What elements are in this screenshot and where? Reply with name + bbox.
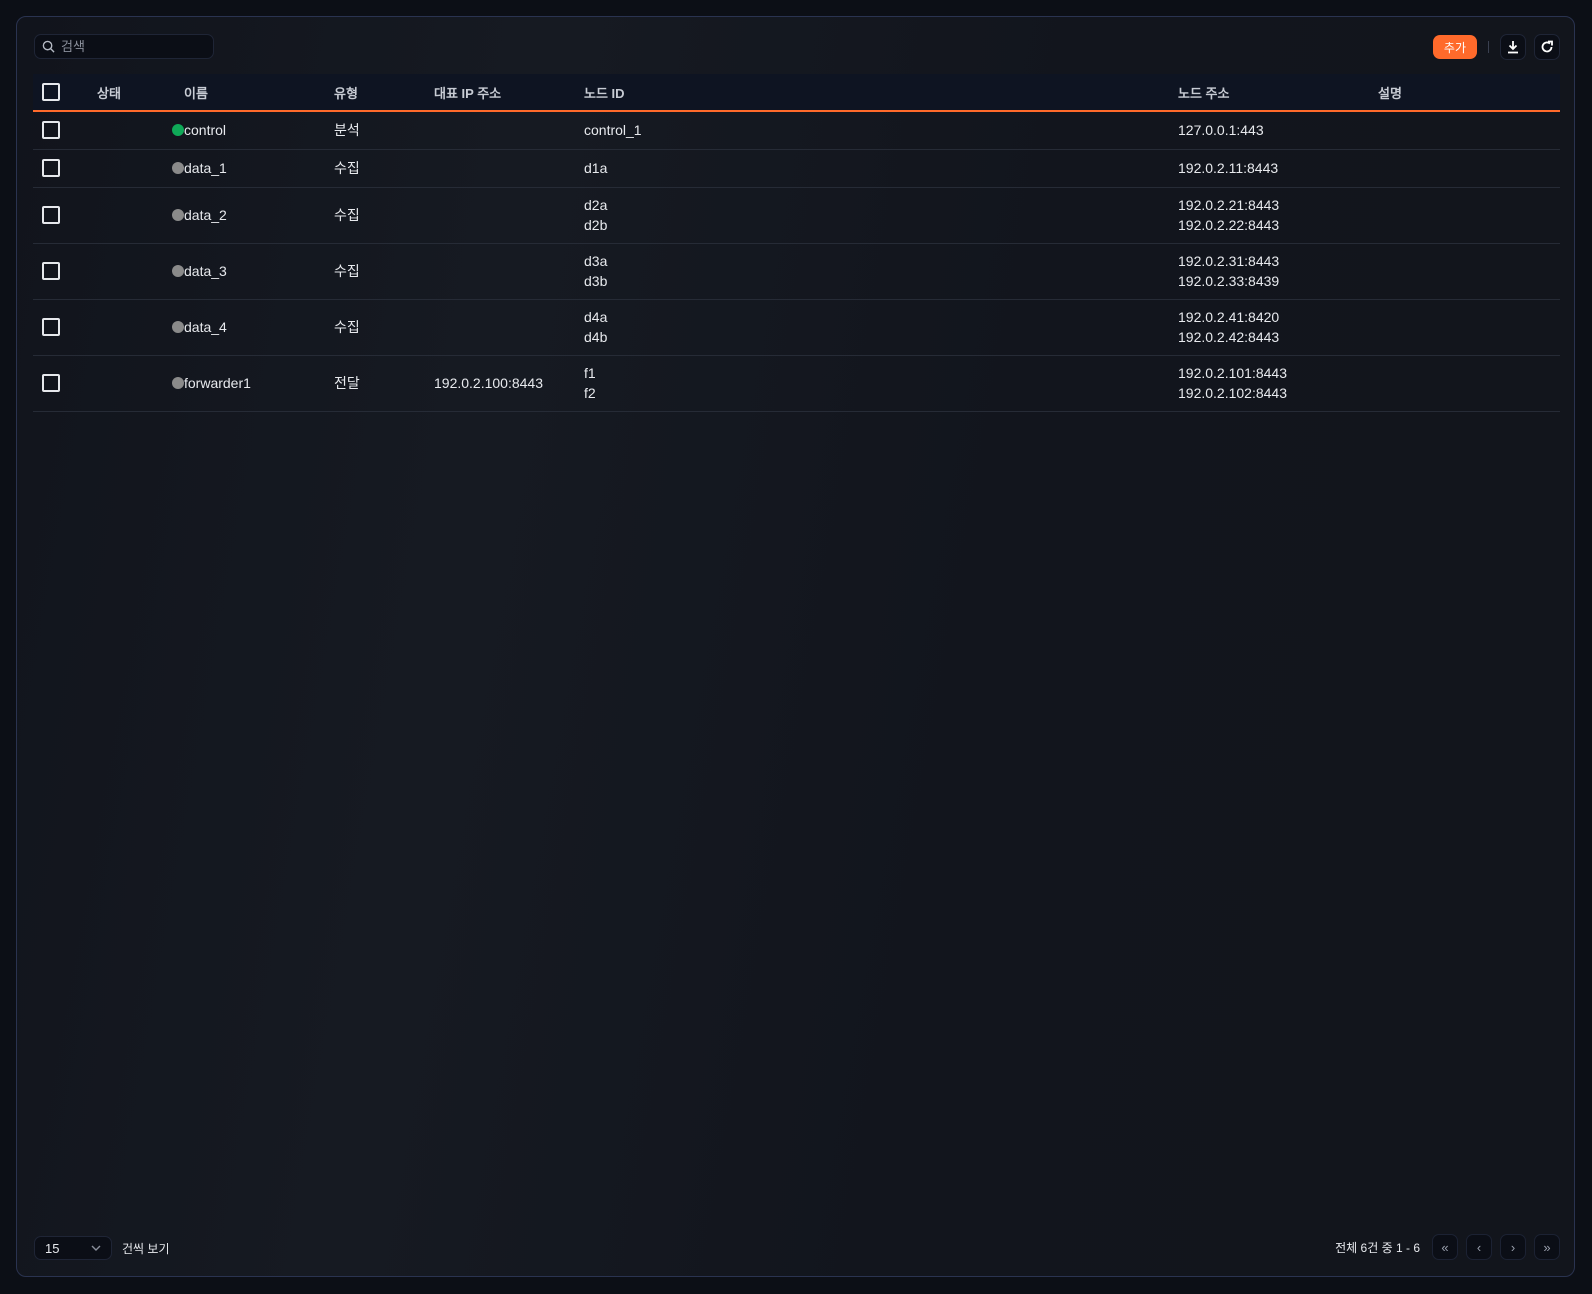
node-id: d4a — [584, 309, 608, 325]
search-input[interactable] — [59, 38, 203, 55]
node-list-panel: 추가 상태 이름 유형 대표 IP 주소 노드 ID 노드 주소 설명 cont… — [16, 16, 1575, 1277]
node-name[interactable]: forwarder1 — [184, 375, 251, 391]
row-checkbox[interactable] — [42, 121, 60, 140]
node-address: 127.0.0.1:443 — [1178, 122, 1264, 139]
pagination-summary: 전체 6건 중 1 - 6 — [1335, 1240, 1420, 1255]
node-address: 192.0.2.102:8443 — [1178, 385, 1287, 401]
node-name[interactable]: control — [184, 122, 227, 139]
node-desc — [1378, 111, 1560, 149]
chevron-down-icon — [91, 1245, 101, 1251]
search-icon — [42, 40, 55, 53]
node-type: 분석 — [334, 122, 360, 139]
table-row[interactable]: data_2 수집 d2a d2b 192.0.2.21:8443 192.0.2.22:… — [33, 187, 1560, 243]
node-address: 192.0.2.22:8443 — [1178, 217, 1280, 233]
node-id: d3a — [584, 253, 608, 269]
rep-ip — [434, 149, 584, 187]
first-page-button[interactable]: « — [1432, 1234, 1458, 1260]
node-type: 수집 — [334, 263, 360, 279]
page-size-value: 15 — [45, 1240, 60, 1256]
table-header: 상태 이름 유형 대표 IP 주소 노드 ID 노드 주소 설명 — [33, 74, 1560, 111]
page-size-label: 건씩 보기 — [122, 1241, 170, 1256]
refresh-icon — [1541, 40, 1553, 53]
page-size-control: 15 건씩 보기 — [34, 1236, 170, 1260]
chevron-left-icon: ‹ — [1476, 1239, 1482, 1255]
table-row[interactable]: forwarder1 전달 192.0.2.100:8443 f1 f2 192.0.2.… — [33, 355, 1560, 411]
add-button[interactable]: 추가 — [1432, 35, 1477, 59]
header-node-addr[interactable]: 노드 주소 — [1178, 85, 1230, 101]
node-id: d2a — [584, 197, 608, 213]
node-id: d4b — [584, 329, 608, 345]
status-dot — [172, 321, 184, 333]
node-table: 상태 이름 유형 대표 IP 주소 노드 ID 노드 주소 설명 control… — [33, 74, 1560, 412]
node-desc — [1378, 243, 1560, 299]
toolbar-divider — [1488, 41, 1489, 53]
status-dot — [172, 209, 184, 221]
last-page-button[interactable]: » — [1534, 1234, 1560, 1260]
refresh-button[interactable] — [1534, 34, 1560, 60]
status-dot — [172, 377, 184, 389]
node-type: 수집 — [334, 319, 360, 335]
node-desc — [1378, 187, 1560, 243]
node-address: 192.0.2.33:8439 — [1178, 273, 1280, 289]
node-desc — [1378, 149, 1560, 187]
double-chevron-right-icon: » — [1543, 1239, 1551, 1255]
node-id: control_1 — [584, 122, 642, 139]
node-address: 192.0.2.11:8443 — [1178, 160, 1279, 176]
node-name[interactable]: data_1 — [184, 160, 227, 176]
next-page-button[interactable]: › — [1500, 1234, 1526, 1260]
node-address: 192.0.2.41:8420 — [1178, 309, 1280, 325]
header-status[interactable]: 상태 — [97, 85, 121, 101]
download-icon — [1508, 41, 1518, 54]
node-id: d3b — [584, 273, 608, 289]
node-address: 192.0.2.101:8443 — [1178, 365, 1287, 381]
header-desc[interactable]: 설명 — [1378, 85, 1402, 101]
search-box[interactable] — [34, 34, 214, 59]
node-desc — [1378, 299, 1560, 355]
header-rep-ip[interactable]: 대표 IP 주소 — [434, 85, 502, 101]
node-type: 수집 — [334, 160, 360, 176]
table-row[interactable]: control 분석 control_1 127.0.0.1:443 — [33, 111, 1560, 149]
header-type[interactable]: 유형 — [334, 85, 358, 101]
rep-ip: 192.0.2.100:8443 — [434, 375, 543, 391]
rep-ip — [434, 299, 584, 355]
node-address: 192.0.2.31:8443 — [1178, 253, 1280, 269]
chevron-right-icon: › — [1510, 1239, 1516, 1255]
node-id: d2b — [584, 217, 608, 233]
row-checkbox[interactable] — [42, 374, 60, 392]
page-size-select[interactable]: 15 — [34, 1236, 112, 1260]
row-checkbox[interactable] — [42, 159, 60, 177]
toolbar: 추가 — [1432, 34, 1560, 60]
prev-page-button[interactable]: ‹ — [1466, 1234, 1492, 1260]
download-button[interactable] — [1500, 34, 1526, 60]
double-chevron-left-icon: « — [1441, 1239, 1449, 1255]
status-dot — [172, 124, 184, 137]
rep-ip — [434, 187, 584, 243]
node-name[interactable]: data_4 — [184, 319, 227, 335]
pagination: 전체 6건 중 1 - 6 « ‹ › » — [1335, 1234, 1560, 1260]
header-node-id[interactable]: 노드 ID — [584, 85, 625, 101]
node-address: 192.0.2.21:8443 — [1178, 197, 1280, 213]
node-id: f2 — [584, 385, 596, 401]
row-checkbox[interactable] — [42, 318, 60, 336]
node-desc — [1378, 355, 1560, 411]
rep-ip — [434, 243, 584, 299]
status-dot — [172, 265, 184, 277]
node-type: 전달 — [334, 375, 360, 391]
row-checkbox[interactable] — [42, 262, 60, 280]
status-dot — [172, 162, 184, 174]
table-row[interactable]: data_1 수집 d1a 192.0.2.11:8443 — [33, 149, 1560, 187]
node-type: 수집 — [334, 207, 360, 223]
node-id: f1 — [584, 365, 596, 381]
select-all-checkbox[interactable] — [42, 83, 60, 101]
row-checkbox[interactable] — [42, 206, 60, 224]
rep-ip — [434, 111, 584, 149]
table-row[interactable]: data_3 수집 d3a d3b 192.0.2.31:8443 192.0.2.33:… — [33, 243, 1560, 299]
node-name[interactable]: data_2 — [184, 207, 227, 223]
table-row[interactable]: data_4 수집 d4a d4b 192.0.2.41:8420 192.0.2.42:… — [33, 299, 1560, 355]
header-name[interactable]: 이름 — [184, 85, 208, 101]
node-id: d1a — [584, 160, 608, 176]
node-address: 192.0.2.42:8443 — [1178, 329, 1280, 345]
node-name[interactable]: data_3 — [184, 263, 227, 279]
